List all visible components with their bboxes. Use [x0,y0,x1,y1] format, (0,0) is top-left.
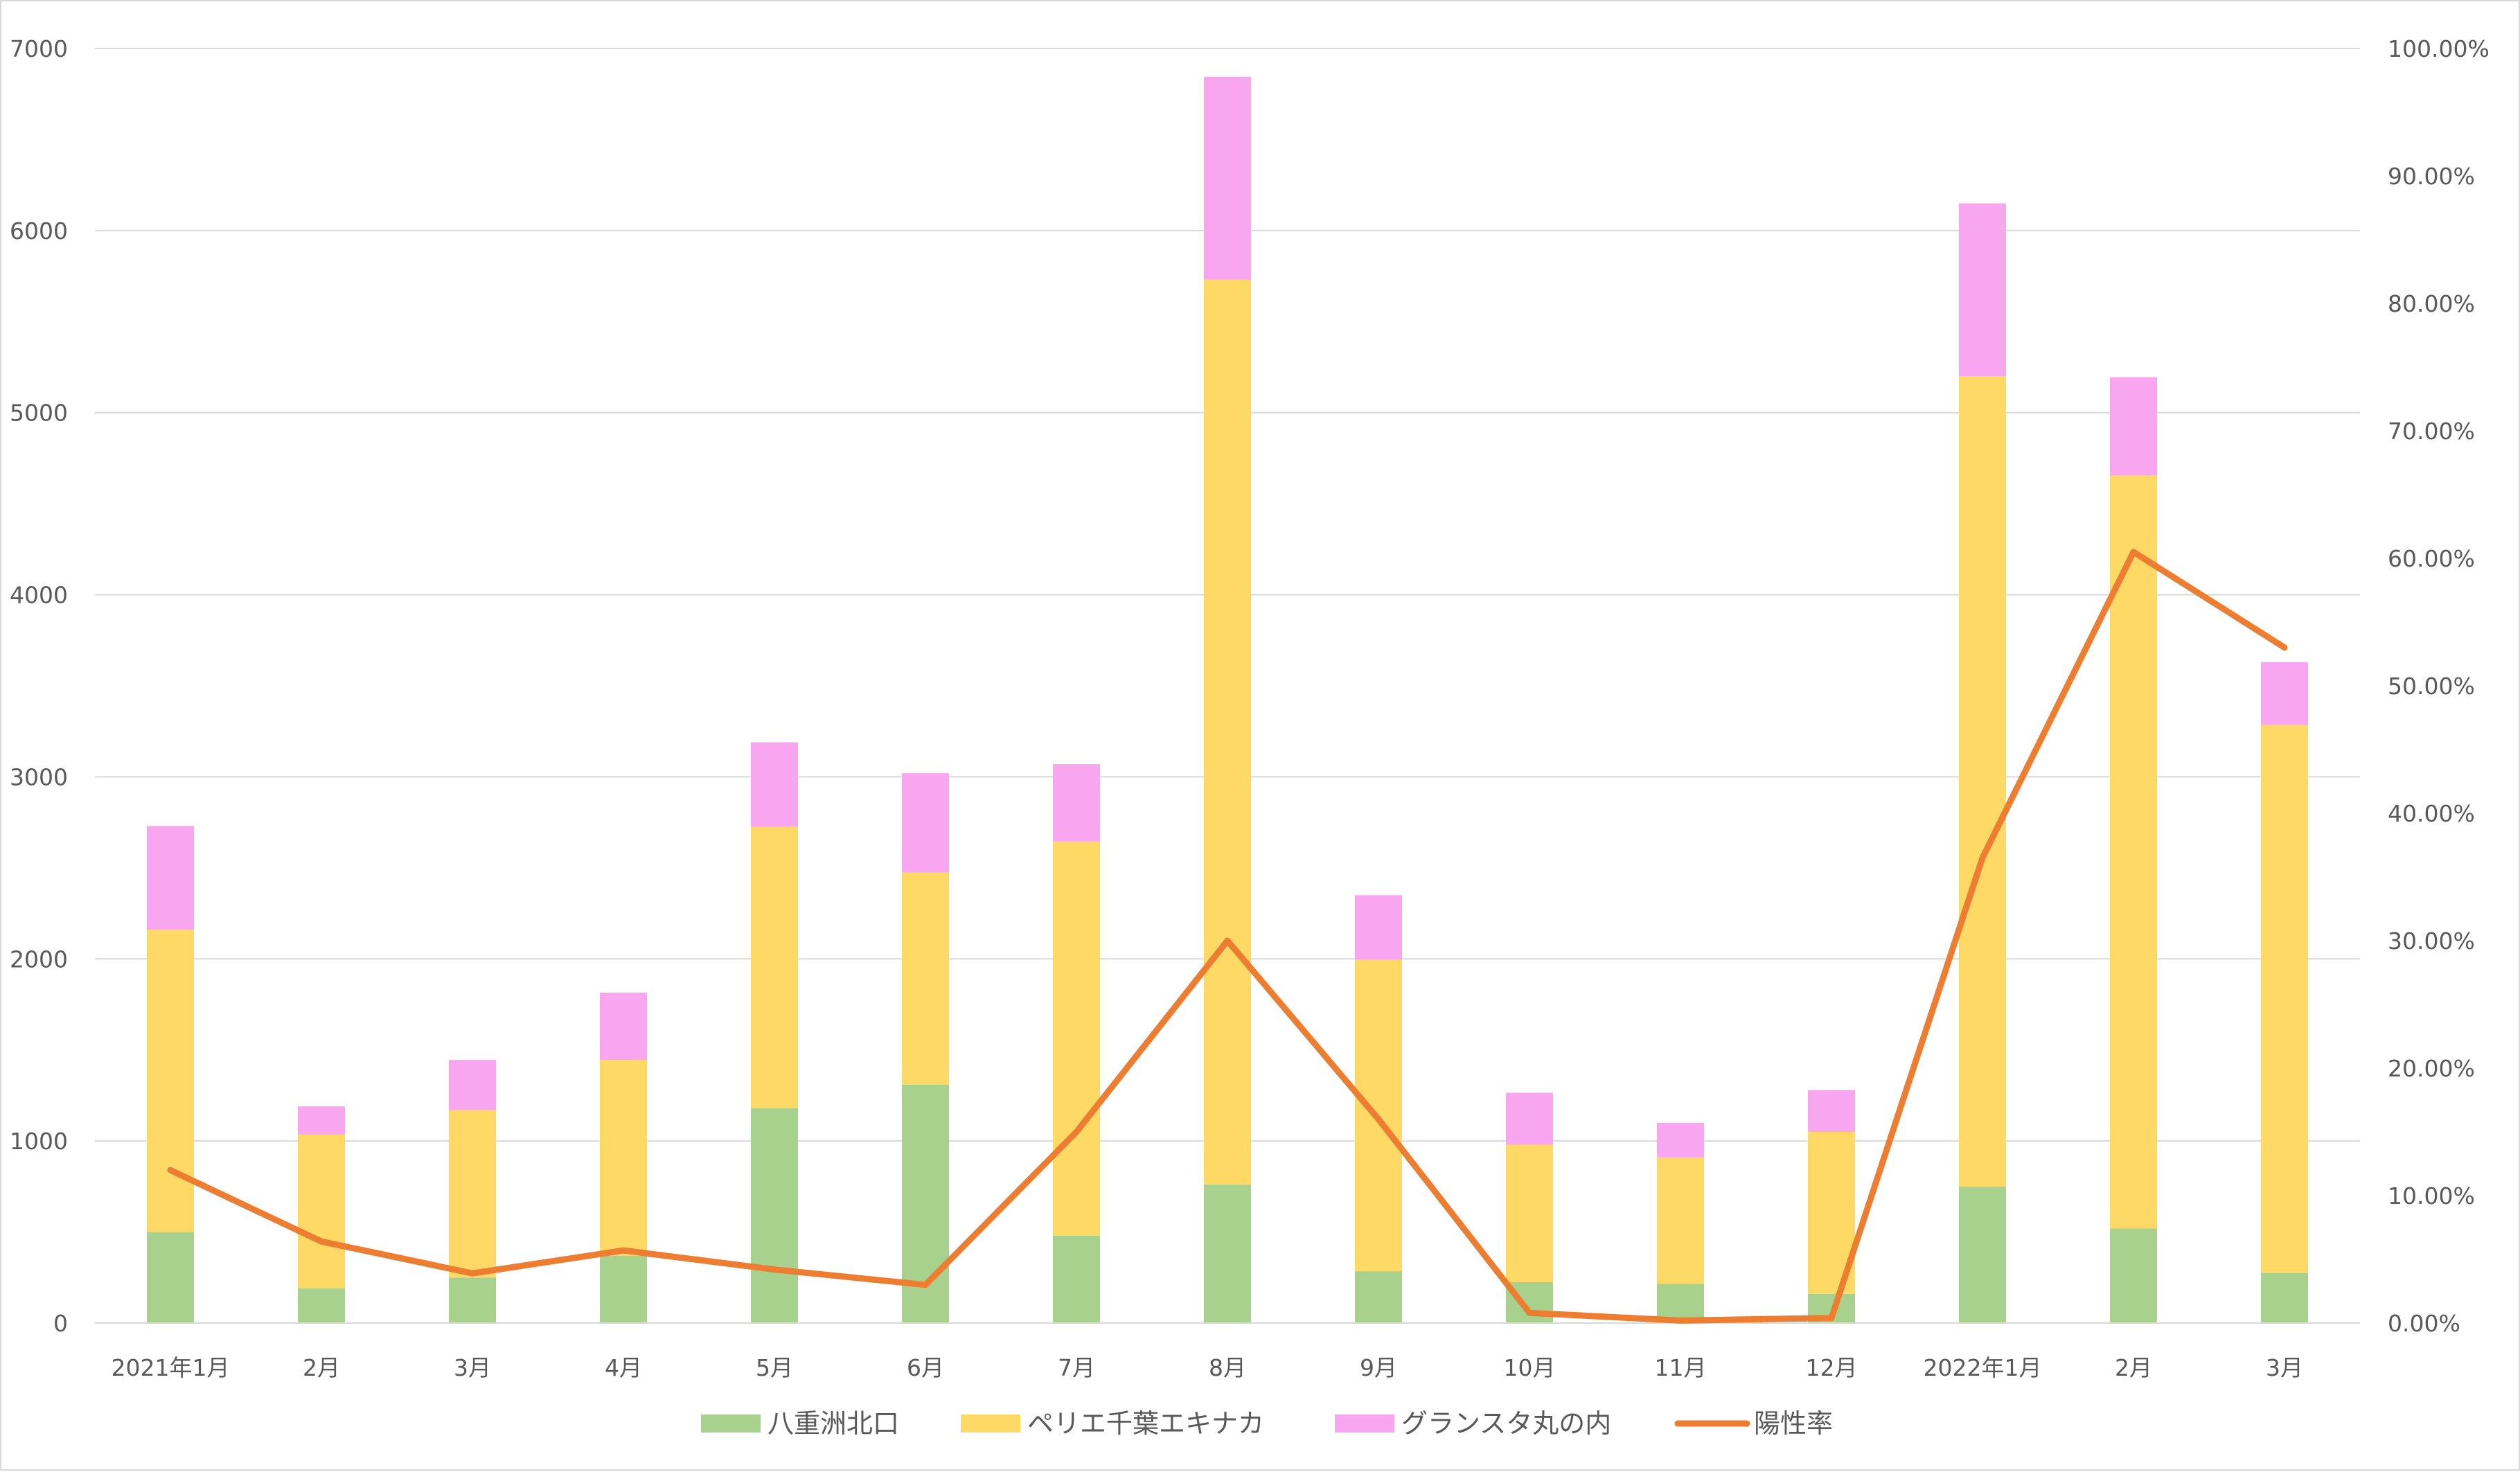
x-tick-label: 2021年1月 [112,1354,230,1381]
right-tick-label: 60.00% [2388,545,2475,572]
bar-segment-2 [751,826,798,1108]
right-tick-label: 30.00% [2388,928,2475,955]
bar-segment-1 [1657,1284,1704,1323]
bar-segment-1 [751,1108,798,1323]
bar-segment-2 [1204,279,1251,1185]
legend-swatch [701,1415,761,1433]
bar-segment-2 [1657,1157,1704,1284]
left-tick-label: 6000 [10,218,68,245]
right-tick-label: 90.00% [2388,163,2475,190]
bar-segment-3 [1657,1122,1704,1158]
x-tick-label: 2月 [2115,1354,2152,1381]
left-tick-label: 5000 [10,400,68,427]
x-tick-label: 3月 [2266,1354,2303,1381]
bar-segment-1 [449,1277,496,1323]
bar-segment-3 [2110,377,2157,476]
left-tick-label: 4000 [10,582,68,609]
right-tick-label: 50.00% [2388,673,2475,700]
bar-segment-2 [600,1060,647,1256]
bar-segment-2 [2110,475,2157,1229]
x-tick-label: 2022年1月 [1924,1354,2042,1381]
bar-segment-3 [449,1060,496,1110]
legend-label: 八重洲北口 [767,1408,899,1439]
bar-segment-1 [600,1255,647,1323]
x-tick-label: 9月 [1360,1354,1397,1381]
left-tick-label: 7000 [10,35,68,62]
legend: 八重洲北口 ペリエ千葉エキナカ グランスタ丸の内 陽性率 [701,1408,1833,1439]
right-tick-label: 100.00% [2388,35,2490,62]
bar-segment-1 [2261,1273,2308,1323]
x-tick-label: 5月 [756,1354,793,1381]
bar-segment-1 [1355,1271,1402,1323]
x-axis-ticks: 2021年1月 2月 3月 4月 5月 6月 7月 8月 9月 10月 11月 12月 2022年1月 2… [112,1354,2303,1381]
bar-segment-2 [902,872,949,1085]
x-tick-label: 7月 [1058,1354,1095,1381]
left-tick-label: 0 [53,1310,68,1337]
bar-segment-1 [147,1232,194,1323]
x-tick-label: 12月 [1806,1354,1858,1381]
right-tick-label: 70.00% [2388,418,2475,445]
bar-segment-2 [298,1134,345,1289]
bar-segment-3 [1959,203,2006,377]
x-tick-label: 2月 [303,1354,340,1381]
bar-segment-3 [1053,764,1100,842]
right-tick-label: 40.00% [2388,800,2475,827]
bar-segment-1 [2110,1228,2157,1323]
legend-label: 陽性率 [1754,1408,1833,1439]
legend-label: ペリエ千葉エキナカ [1027,1408,1264,1439]
bar-segment-2 [1959,376,2006,1187]
x-tick-label: 3月 [454,1354,491,1381]
legend-label: グランスタ丸の内 [1401,1408,1611,1439]
legend-item: 八重洲北口 [701,1408,899,1439]
left-axis-ticks: 0 1000 2000 3000 4000 5000 6000 7000 [10,35,68,1337]
positive-rate-line [167,549,2288,1324]
bars [147,76,2308,1323]
bar-segment-2 [2261,725,2308,1273]
bar-segment-3 [298,1106,345,1135]
x-tick-label: 8月 [1209,1354,1246,1381]
left-tick-label: 3000 [10,763,68,790]
x-tick-label: 11月 [1655,1354,1707,1381]
bar-segment-1 [1959,1186,2006,1323]
right-tick-label: 20.00% [2388,1055,2475,1082]
right-tick-label: 10.00% [2388,1182,2475,1209]
legend-item: ペリエ千葉エキナカ [961,1408,1264,1439]
legend-swatch [961,1415,1020,1433]
bar-segment-1 [298,1288,345,1323]
legend-swatch [1335,1415,1394,1433]
bar-segment-2 [1053,841,1100,1236]
x-tick-label: 10月 [1504,1354,1556,1381]
bar-segment-3 [751,742,798,827]
bar-segment-3 [1506,1092,1553,1145]
bar-segment-1 [1053,1235,1100,1323]
right-axis-ticks: 0.00% 10.00% 20.00% 30.00% 40.00% 50.00% 60.00… [2388,35,2490,1337]
bar-segment-2 [1506,1144,1553,1282]
bar-segment-3 [1204,76,1251,280]
x-tick-label: 4月 [605,1354,642,1381]
bar-segment-1 [1204,1185,1251,1323]
legend-item: 陽性率 [1674,1408,1833,1439]
bar-segment-2 [147,930,194,1232]
right-tick-label: 80.00% [2388,290,2475,317]
bar-segment-2 [449,1110,496,1278]
line-series-positive-rate [167,549,2288,1324]
right-tick-label: 0.00% [2388,1310,2460,1337]
bar-segment-3 [1355,895,1402,960]
left-tick-label: 2000 [10,946,68,973]
x-tick-label: 6月 [907,1354,944,1381]
bar-segment-3 [2261,662,2308,725]
bar-segment-3 [902,773,949,873]
left-tick-label: 1000 [10,1128,68,1155]
bar-segment-3 [147,826,194,930]
bar-segment-3 [1808,1090,1855,1132]
bar-segment-3 [600,992,647,1061]
legend-item: グランスタ丸の内 [1335,1408,1611,1439]
